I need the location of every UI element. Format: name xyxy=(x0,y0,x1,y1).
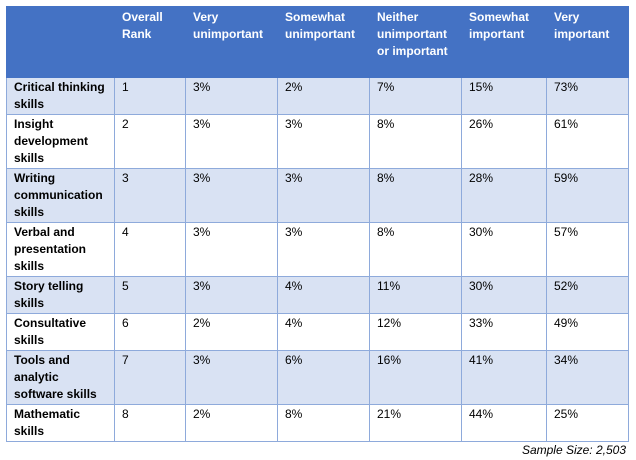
header-cell-very-unimportant: Very unimportant xyxy=(185,6,278,78)
row-skill-label: Verbal and presentation skills xyxy=(6,222,115,277)
cell-somewhat-important: 41% xyxy=(461,350,547,405)
cell-very-important: 49% xyxy=(546,313,629,351)
cell-overall-rank: 6 xyxy=(114,313,186,351)
cell-overall-rank: 4 xyxy=(114,222,186,277)
cell-overall-rank: 1 xyxy=(114,77,186,115)
cell-very-important: 61% xyxy=(546,114,629,169)
table-row: Mathematic skills 8 2% 8% 21% 44% 25% xyxy=(6,404,629,442)
cell-neither: 8% xyxy=(369,222,462,277)
table-row: Insight development skills 2 3% 3% 8% 26… xyxy=(6,114,629,169)
cell-very-important: 34% xyxy=(546,350,629,405)
header-cell-somewhat-unimportant: Somewhat unimportant xyxy=(277,6,370,78)
cell-very-important: 73% xyxy=(546,77,629,115)
cell-somewhat-important: 15% xyxy=(461,77,547,115)
table-row: Story telling skills 5 3% 4% 11% 30% 52% xyxy=(6,276,629,314)
cell-somewhat-unimportant: 3% xyxy=(277,222,370,277)
cell-overall-rank: 2 xyxy=(114,114,186,169)
cell-neither: 11% xyxy=(369,276,462,314)
cell-somewhat-important: 26% xyxy=(461,114,547,169)
cell-somewhat-important: 30% xyxy=(461,222,547,277)
header-cell-neither: Neither unimportant or important xyxy=(369,6,462,78)
cell-very-unimportant: 3% xyxy=(185,350,278,405)
row-skill-label: Consultative skills xyxy=(6,313,115,351)
header-cell-overall-rank: Overall Rank xyxy=(114,6,186,78)
cell-very-unimportant: 2% xyxy=(185,404,278,442)
cell-neither: 8% xyxy=(369,114,462,169)
cell-somewhat-important: 30% xyxy=(461,276,547,314)
cell-overall-rank: 7 xyxy=(114,350,186,405)
cell-overall-rank: 3 xyxy=(114,168,186,223)
table-row: Consultative skills 6 2% 4% 12% 33% 49% xyxy=(6,313,629,351)
cell-neither: 21% xyxy=(369,404,462,442)
cell-somewhat-important: 28% xyxy=(461,168,547,223)
cell-very-unimportant: 3% xyxy=(185,77,278,115)
sample-size-footnote: Sample Size: 2,503 xyxy=(521,443,626,457)
cell-very-important: 52% xyxy=(546,276,629,314)
cell-somewhat-unimportant: 4% xyxy=(277,276,370,314)
table-row: Critical thinking skills 1 3% 2% 7% 15% … xyxy=(6,77,629,115)
cell-neither: 7% xyxy=(369,77,462,115)
cell-overall-rank: 8 xyxy=(114,404,186,442)
cell-somewhat-important: 44% xyxy=(461,404,547,442)
header-cell-very-important: Very important xyxy=(546,6,629,78)
row-skill-label: Mathematic skills xyxy=(6,404,115,442)
table-row: Writing communication skills 3 3% 3% 8% … xyxy=(6,168,629,223)
skills-importance-table-container: Overall Rank Very unimportant Somewhat u… xyxy=(6,6,629,442)
cell-very-unimportant: 2% xyxy=(185,313,278,351)
cell-very-important: 59% xyxy=(546,168,629,223)
cell-neither: 8% xyxy=(369,168,462,223)
cell-very-unimportant: 3% xyxy=(185,222,278,277)
cell-somewhat-unimportant: 6% xyxy=(277,350,370,405)
row-skill-label: Insight development skills xyxy=(6,114,115,169)
header-cell-skill xyxy=(6,6,115,78)
cell-somewhat-unimportant: 3% xyxy=(277,168,370,223)
row-skill-label: Writing communication skills xyxy=(6,168,115,223)
cell-neither: 16% xyxy=(369,350,462,405)
cell-somewhat-unimportant: 3% xyxy=(277,114,370,169)
row-skill-label: Story telling skills xyxy=(6,276,115,314)
cell-very-important: 25% xyxy=(546,404,629,442)
cell-somewhat-unimportant: 4% xyxy=(277,313,370,351)
skills-importance-table: Overall Rank Very unimportant Somewhat u… xyxy=(6,6,629,442)
table-row: Tools and analytic software skills 7 3% … xyxy=(6,350,629,405)
row-skill-label: Tools and analytic software skills xyxy=(6,350,115,405)
table-header-row: Overall Rank Very unimportant Somewhat u… xyxy=(6,6,629,78)
cell-overall-rank: 5 xyxy=(114,276,186,314)
cell-very-important: 57% xyxy=(546,222,629,277)
table-row: Verbal and presentation skills 4 3% 3% 8… xyxy=(6,222,629,277)
row-skill-label: Critical thinking skills xyxy=(6,77,115,115)
cell-very-unimportant: 3% xyxy=(185,276,278,314)
cell-somewhat-unimportant: 2% xyxy=(277,77,370,115)
cell-very-unimportant: 3% xyxy=(185,114,278,169)
header-cell-somewhat-important: Somewhat important xyxy=(461,6,547,78)
cell-neither: 12% xyxy=(369,313,462,351)
cell-very-unimportant: 3% xyxy=(185,168,278,223)
cell-somewhat-unimportant: 8% xyxy=(277,404,370,442)
cell-somewhat-important: 33% xyxy=(461,313,547,351)
